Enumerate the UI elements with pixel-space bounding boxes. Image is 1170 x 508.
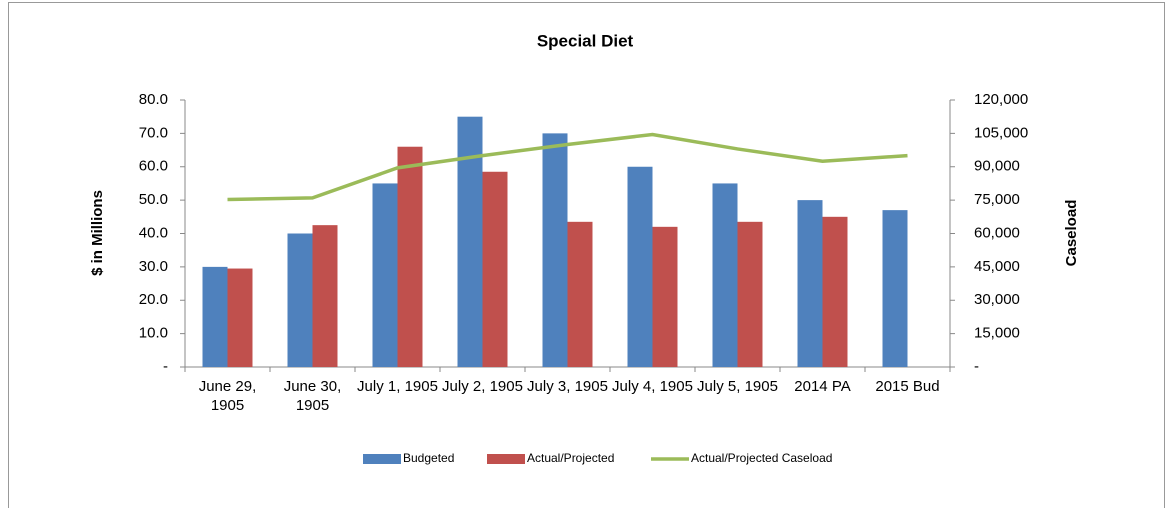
bar	[227, 268, 253, 367]
bar	[737, 221, 763, 367]
y-tick-label: 40.0	[139, 224, 168, 241]
bar	[712, 183, 738, 367]
y2-tick-label: 90,000	[974, 158, 1020, 175]
legend-swatch	[363, 454, 401, 464]
y-tick-label: 60.0	[139, 158, 168, 175]
bar	[652, 226, 678, 367]
y2-tick-label: 60,000	[974, 224, 1020, 241]
x-tick-label: 2014 PA	[794, 378, 851, 395]
bar	[372, 183, 398, 367]
legend-label: Actual/Projected Caseload	[691, 451, 832, 465]
y-tick-label: 20.0	[139, 291, 168, 308]
y2-tick-label: 45,000	[974, 258, 1020, 275]
bar	[797, 200, 823, 367]
x-tick-label: 2015 Bud	[875, 378, 940, 395]
y2-tick-label: 75,000	[974, 191, 1020, 208]
bar	[312, 225, 338, 367]
x-tick-label: July 2, 1905	[442, 378, 523, 395]
bar	[822, 216, 848, 367]
y2-axis-title: Caseload	[1063, 200, 1080, 267]
y-tick-label: 70.0	[139, 124, 168, 141]
bar	[627, 166, 653, 367]
bar	[567, 221, 593, 367]
x-tick-label: July 3, 1905	[527, 378, 608, 395]
bar	[882, 210, 908, 367]
y-tick-label: 80.0	[139, 91, 168, 108]
y2-tick-label: 15,000	[974, 325, 1020, 342]
y2-tick-label: 105,000	[974, 124, 1028, 141]
y-tick-label: 50.0	[139, 191, 168, 208]
bar	[202, 266, 228, 367]
bar	[287, 233, 313, 367]
y-axis-title: $ in Millions	[89, 190, 106, 276]
x-tick-label: July 4, 1905	[612, 378, 693, 395]
bar	[397, 146, 423, 367]
legend-label: Budgeted	[403, 451, 454, 465]
bar	[457, 116, 483, 367]
chart-title: Special Diet	[537, 31, 634, 50]
y2-tick-label: 120,000	[974, 91, 1028, 108]
x-tick-label: July 1, 1905	[357, 378, 438, 395]
bar	[542, 133, 568, 367]
legend-swatch	[487, 454, 525, 464]
x-tick-label: June 29, 1905	[198, 378, 257, 414]
y2-tick-label: -	[974, 358, 979, 375]
line	[227, 132, 908, 202]
legend-label: Actual/Projected	[527, 451, 614, 465]
x-tick-label: June 30, 1905	[283, 378, 342, 414]
bar	[482, 171, 508, 367]
x-tick-label: July 5, 1905	[697, 378, 778, 395]
y-tick-label: 10.0	[139, 325, 168, 342]
y2-tick-label: 30,000	[974, 291, 1020, 308]
y-tick-label: -	[163, 358, 168, 375]
y-tick-label: 30.0	[139, 258, 168, 275]
